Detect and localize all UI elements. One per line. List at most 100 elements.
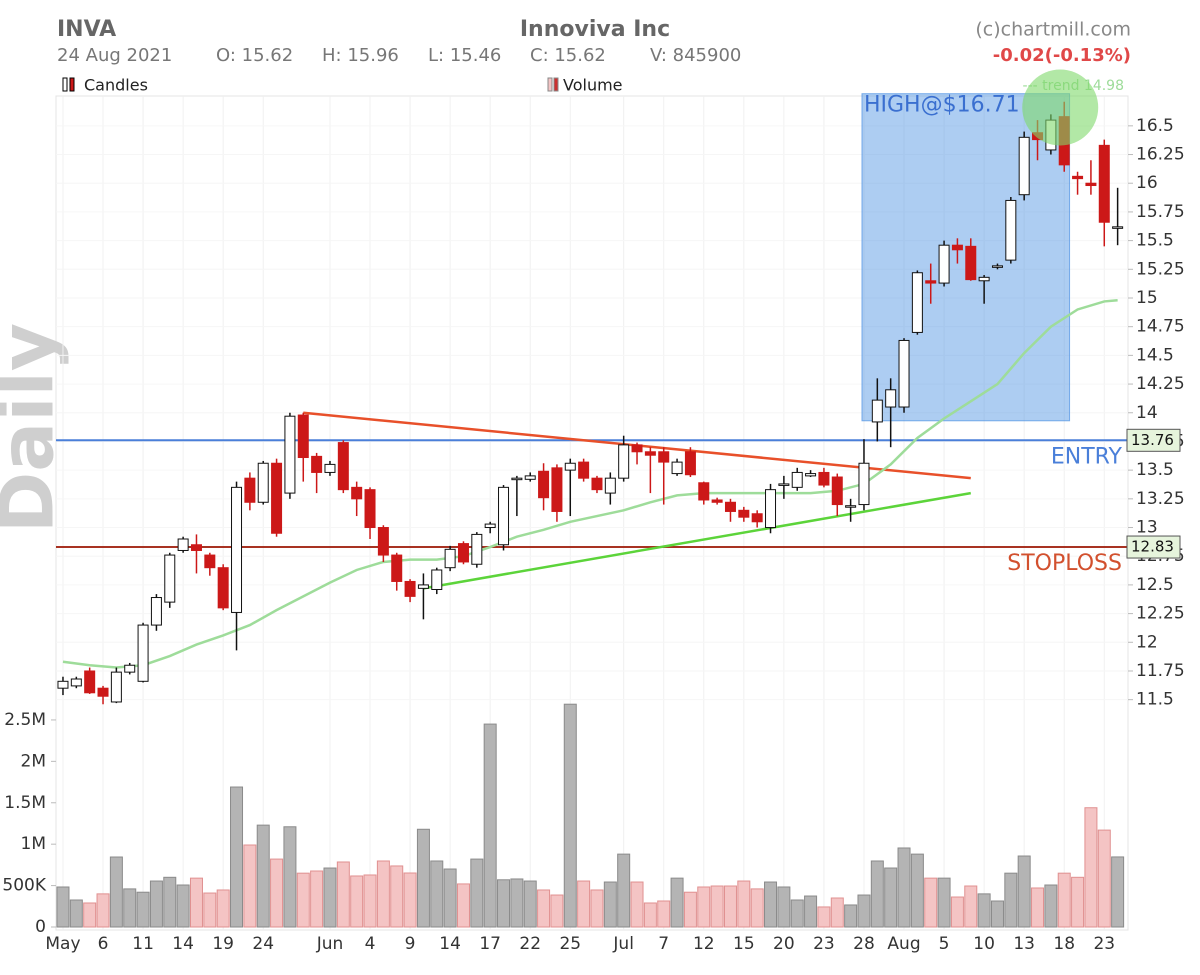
volume-bar [310,870,324,928]
candle-body [885,389,897,408]
candle-body [925,280,937,284]
volume-bar [617,853,631,928]
volume-bar [256,824,270,928]
candle-body [431,569,443,590]
volume-bar [804,895,818,928]
candle-body [724,501,736,512]
volume-bar [924,877,938,928]
candle-body [978,276,990,282]
volume-bar [790,899,804,928]
candle-body [471,533,483,565]
candle-body [57,680,69,689]
company: Innoviva Inc [520,17,670,42]
x-tick-label: 15 [733,934,755,954]
moving-average [62,299,1118,669]
level-tag-label: 12.83 [1131,538,1174,556]
volume-bar [497,879,511,928]
volume-bar [1084,807,1098,928]
volume-bar [683,891,697,928]
x-tick-label: Jun [316,934,344,954]
candle-body [417,584,429,589]
y-tick-label: 11.75 [1136,661,1185,681]
candle-body [711,499,723,503]
x-tick-label: 9 [405,934,416,954]
y-tick-label: 11.5 [1136,690,1174,710]
candle-body [551,467,563,512]
volume-bar [870,860,884,928]
panel-label: Daily [0,323,71,533]
candle-body [311,455,323,473]
y-tick-label: 12.5 [1136,575,1174,595]
volume-bar [243,844,257,928]
x-tick-label: 24 [252,934,274,954]
y-tick-label: 15.75 [1136,202,1185,222]
v-tick-label: 0 [35,917,46,937]
x-tick-label: 18 [1053,934,1075,954]
volume-bar [884,867,898,928]
x-tick-label: May [45,934,80,954]
volume-bar [296,872,310,928]
volume-legend-icon [547,77,559,92]
volume-bar [950,896,964,928]
candle-body [618,444,630,479]
volume-bar [710,885,724,928]
candle-body [1005,199,1017,261]
y-tick-label: 16.5 [1136,116,1174,136]
volume-bar [1031,887,1045,928]
marker [1022,69,1099,146]
y-tick-label: 14.5 [1136,345,1174,365]
candle-body [124,664,136,673]
volume-bar [964,885,978,928]
candle-body [284,415,296,494]
candle-body [671,461,683,475]
volume-bar [523,880,537,928]
volume-bar [83,902,97,928]
volume-bar [830,897,844,928]
volume-bar [443,868,457,928]
candle-body [898,339,910,408]
volume-bar [1044,884,1058,928]
y-tick-label: 12 [1136,632,1158,652]
v-tick-label: 1M [21,834,46,854]
volume-bar [230,786,244,928]
candle-body [858,462,870,506]
candle-body [791,471,803,488]
candle-body [324,463,336,473]
candle-body [110,671,122,703]
candle-body [991,265,1003,268]
volume-bar [630,881,644,928]
volume-bar [403,872,417,928]
legend-label: Volume [563,76,623,95]
volume-bar [1111,856,1125,928]
volume-bar [109,856,123,928]
volume-bar [56,886,70,928]
x-tick-label: 7 [658,934,669,954]
volume-bar [416,828,430,928]
volume-bar [390,865,404,928]
candle-body [204,554,216,569]
candle-body [364,489,376,529]
y-tick-label: 15.25 [1136,259,1185,279]
x-tick-label: 19 [212,934,234,954]
y-tick-label: 12.25 [1136,604,1185,624]
v-tick-label: 500K [2,876,46,896]
volume-bar [764,881,778,928]
candle-body [337,442,349,491]
x-tick-label: 12 [693,934,715,954]
volume-bar [189,877,203,928]
candle-body [1085,182,1097,187]
candle-body [524,475,536,480]
legend-label: Candles [84,76,148,95]
x-tick-label: Aug [887,934,920,954]
candle-body [484,523,496,529]
candle-body [845,505,857,508]
x-tick-label: 14 [439,934,461,954]
volume-bar [163,876,177,928]
x-tick-label: 20 [773,934,795,954]
candle-body [604,477,616,494]
volume-bar [1057,872,1071,928]
candle-body [684,451,696,476]
volume-bar [737,880,751,928]
volume-bar [176,884,190,928]
